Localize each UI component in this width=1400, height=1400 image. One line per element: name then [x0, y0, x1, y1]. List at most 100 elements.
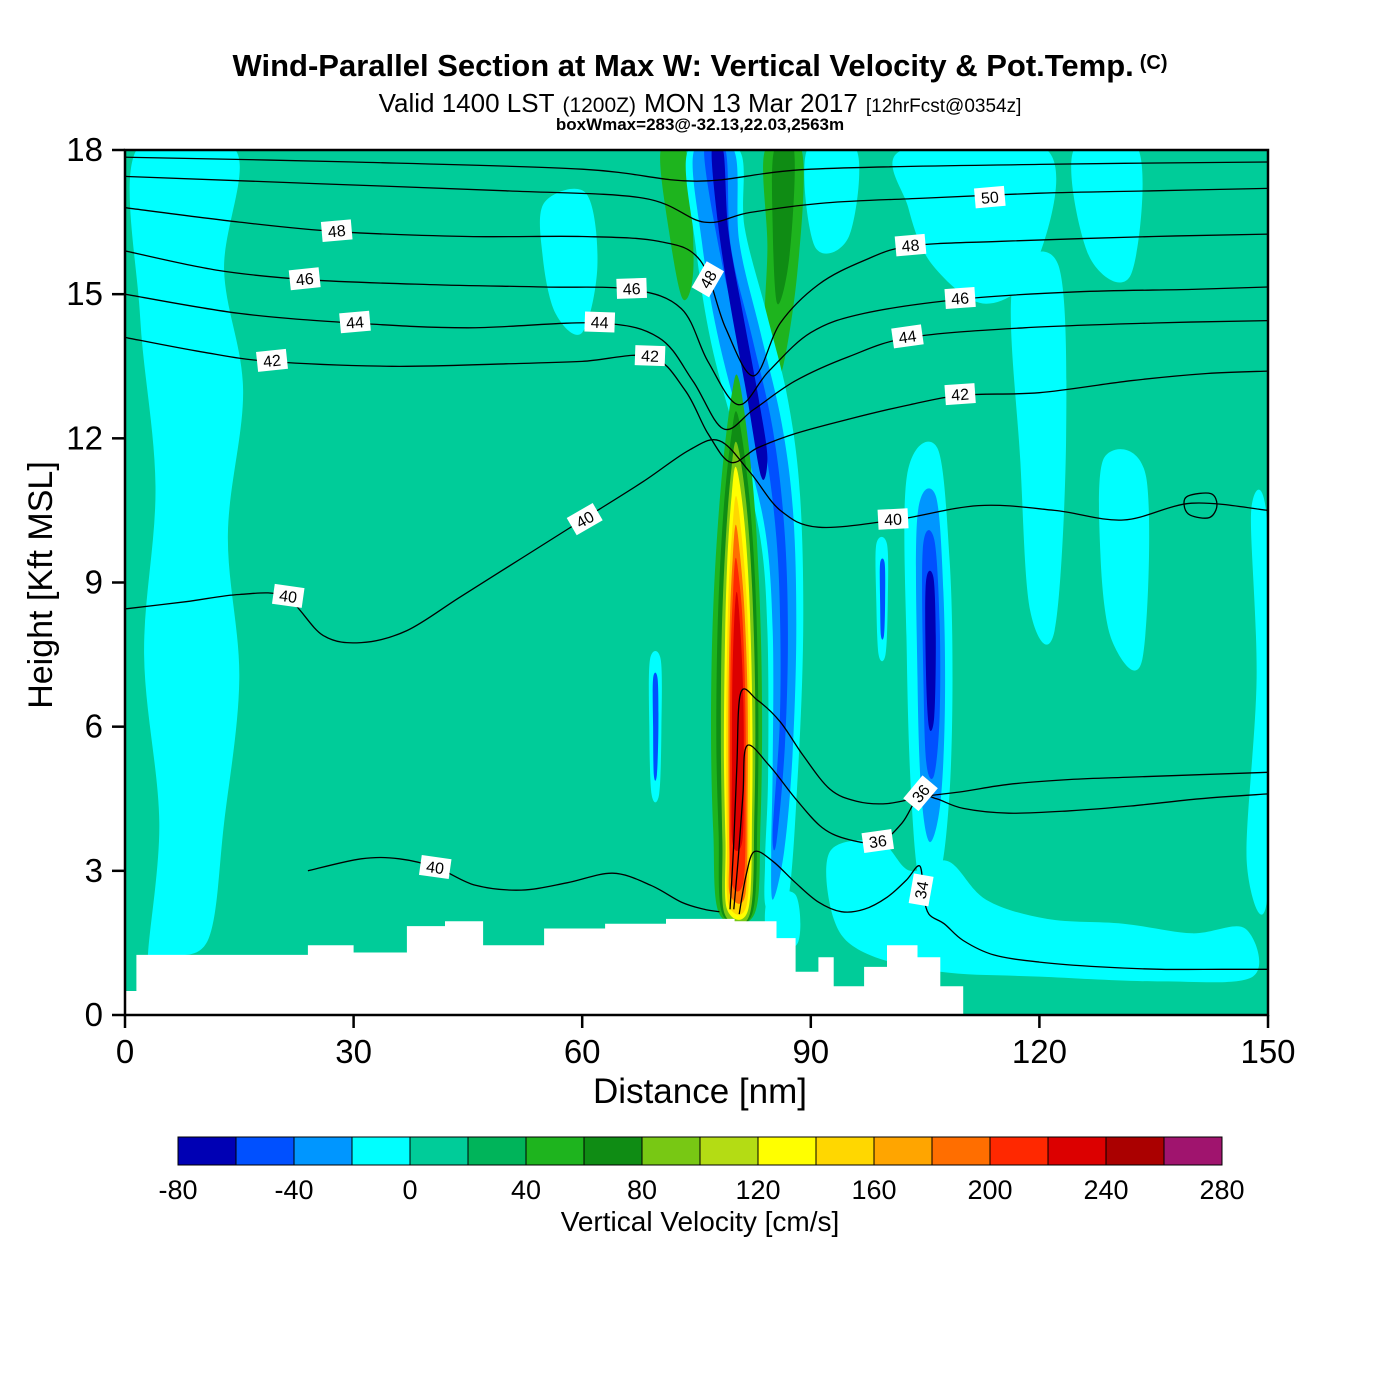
cyan-left-band [129, 150, 244, 976]
theta-contour-layer [125, 156, 1268, 971]
theta-contour-34 [738, 850, 1268, 971]
x-tick-label: 120 [1012, 1033, 1067, 1070]
cyan-far-right [1246, 489, 1268, 915]
colorbar-segment [873, 1136, 933, 1166]
terrain-profile [125, 918, 964, 1015]
green-band-inner [771, 150, 795, 305]
y-tick-label: 3 [85, 852, 103, 889]
colorbar-tick-label: 120 [735, 1175, 780, 1205]
contour-label-40: 40 [566, 502, 603, 536]
colorbar-segment [467, 1136, 527, 1166]
green-strip-left-of-downdraft [660, 150, 694, 301]
theta-contour-38 [729, 688, 1268, 910]
contour-label-text: 40 [884, 512, 903, 530]
y-tick-label: 15 [66, 275, 103, 312]
chart-title-text: Wind-Parallel Section at Max W: Vertical… [232, 48, 1134, 83]
contour-label-44: 44 [339, 310, 371, 334]
colorbar-tick-label: 240 [1083, 1175, 1128, 1205]
contour-label-text: 42 [262, 353, 282, 372]
theta-contour-40 [125, 439, 1268, 644]
x-tick-label: 60 [564, 1033, 601, 1070]
cyan-right-column [1010, 251, 1067, 645]
contour-label-text: 40 [278, 588, 298, 607]
colorbar-segment [583, 1136, 643, 1166]
sliver-blue-99nm [879, 558, 886, 640]
x-tick-label: 30 [335, 1033, 372, 1070]
contour-label-44: 44 [891, 324, 924, 349]
colorbar-segment [351, 1136, 411, 1166]
valid-date: MON 13 Mar 2017 [643, 88, 858, 118]
chart-title: Wind-Parallel Section at Max W: Vertical… [0, 48, 1400, 84]
cyan-top-right-1 [892, 150, 1057, 304]
y-tick-label: 9 [85, 564, 103, 601]
contour-label-text: 46 [623, 281, 641, 299]
theta-contour-36 [733, 744, 1268, 910]
cyan-mid-right [1098, 449, 1150, 671]
colorbar-tick-label: 280 [1199, 1175, 1244, 1205]
colorbar-tick-label: 160 [851, 1175, 896, 1205]
contour-label-text: 46 [951, 290, 970, 308]
colorbar-segment [409, 1136, 469, 1166]
zulu-time: (1200Z) [562, 94, 636, 117]
contour-label-44: 44 [584, 311, 616, 333]
colorbar: -80 -40 0 40 80 120 160 200 240 280 [158, 1136, 1245, 1205]
colorbar-tick-label: -40 [274, 1175, 313, 1205]
contour-label-text: 42 [641, 348, 659, 366]
chart-subtitle: Valid 1400 LST (1200Z) MON 13 Mar 2017 [12h… [0, 88, 1400, 119]
forecast-tag: [12hrFcst@0354z] [865, 96, 1022, 117]
colorbar-segment [1163, 1136, 1223, 1166]
colorbar-segment [293, 1136, 353, 1166]
contour-label-text: 34 [913, 880, 933, 901]
contour-label-50: 50 [973, 185, 1006, 209]
downdraft-light-blue [692, 150, 797, 900]
contour-label-text: 42 [951, 386, 970, 404]
contour-label-text: 50 [980, 189, 999, 207]
colorbar-segment [989, 1136, 1049, 1166]
y-tick-label: 6 [85, 708, 103, 745]
contour-label-46: 46 [288, 267, 321, 291]
x-tick-label: 0 [116, 1033, 134, 1070]
colorbar-tick-label: -80 [158, 1175, 197, 1205]
colorbar-segment [1047, 1136, 1107, 1166]
theta-contour-40 [307, 856, 720, 913]
colorbar-segment [815, 1136, 875, 1166]
contour-label-text: 46 [295, 271, 315, 290]
colorbar-segment [1105, 1136, 1165, 1166]
cyan-top-right-2 [1071, 150, 1143, 283]
colorbar-segment [235, 1136, 295, 1166]
contour-label-text: 48 [327, 223, 346, 241]
contour-label-text: 44 [898, 328, 918, 347]
contour-label-text: 44 [346, 314, 365, 332]
y-tick-label: 0 [85, 996, 103, 1033]
contour-label-text: 36 [868, 833, 888, 852]
contour-label-text: 48 [697, 268, 721, 292]
colorbar-tick-label: 80 [627, 1175, 657, 1205]
contour-label-40: 40 [271, 583, 305, 608]
colorbar-segment [931, 1136, 991, 1166]
contour-label-48: 48 [894, 233, 927, 257]
contour-label-text: 48 [901, 237, 920, 255]
background-fill [125, 150, 1268, 1015]
chart-title-units: (C) [1139, 52, 1168, 74]
colorbar-segment [177, 1136, 237, 1166]
cyan-top-center [539, 188, 598, 335]
contour-label-34: 34 [908, 873, 934, 907]
valid-time: Valid 1400 LST [378, 88, 555, 118]
theta-contour-52 [125, 156, 1268, 182]
colorbar-tick-label: 200 [967, 1175, 1012, 1205]
contour-label-text: 40 [425, 859, 445, 878]
colorbar-segment [525, 1136, 585, 1166]
velocity-fill-layer [125, 150, 1268, 1015]
colorbar-tick-label: 40 [511, 1175, 541, 1205]
x-tick-label: 150 [1240, 1033, 1295, 1070]
contour-label-text: 40 [573, 509, 597, 533]
contour-label-36: 36 [861, 829, 895, 854]
theta-contour-48 [125, 207, 1268, 377]
contour-label-40: 40 [418, 855, 452, 880]
y-axis-title: Height [Kft MSL] [22, 461, 60, 709]
x-axis-title: Distance [nm] [593, 1072, 807, 1111]
